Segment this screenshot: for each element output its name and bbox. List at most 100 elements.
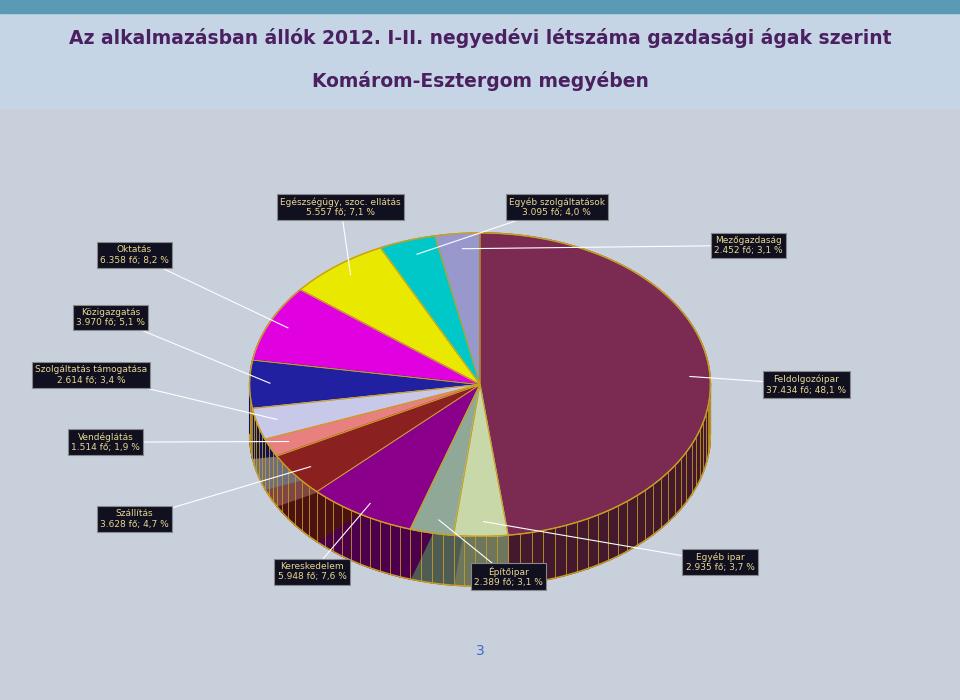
Polygon shape (668, 466, 675, 522)
Polygon shape (543, 528, 555, 580)
Polygon shape (487, 536, 497, 586)
Polygon shape (276, 384, 480, 491)
Polygon shape (317, 384, 480, 529)
Text: Mezőgazdaság
2.452 fő; 3,1 %: Mezőgazdaság 2.452 fő; 3,1 % (714, 236, 783, 255)
Polygon shape (454, 384, 508, 536)
Polygon shape (645, 484, 653, 540)
Polygon shape (259, 427, 262, 483)
Polygon shape (653, 479, 660, 535)
Polygon shape (480, 233, 710, 536)
Polygon shape (370, 518, 379, 571)
Polygon shape (443, 534, 454, 585)
Polygon shape (497, 536, 508, 586)
Polygon shape (588, 514, 598, 568)
Text: Kereskedelem
5.948 fő; 7,6 %: Kereskedelem 5.948 fő; 7,6 % (277, 562, 347, 582)
Polygon shape (703, 414, 706, 472)
Polygon shape (555, 525, 566, 578)
Polygon shape (282, 463, 288, 519)
Polygon shape (309, 486, 317, 542)
Polygon shape (636, 491, 645, 546)
Polygon shape (410, 384, 480, 536)
Polygon shape (686, 444, 691, 502)
Polygon shape (276, 384, 480, 506)
Polygon shape (276, 456, 282, 512)
Polygon shape (465, 536, 475, 586)
Polygon shape (410, 529, 420, 581)
Polygon shape (598, 510, 609, 565)
Polygon shape (273, 451, 276, 506)
Polygon shape (454, 384, 480, 585)
Polygon shape (480, 384, 508, 585)
Polygon shape (696, 430, 700, 487)
Polygon shape (618, 501, 628, 556)
Polygon shape (360, 514, 370, 568)
Polygon shape (399, 527, 410, 579)
Polygon shape (265, 384, 480, 456)
Polygon shape (454, 384, 480, 585)
Polygon shape (508, 534, 520, 585)
Text: Az alkalmazásban állók 2012. I-II. negyedévi létszáma gazdasági ágak szerint: Az alkalmazásban állók 2012. I-II. negye… (69, 28, 891, 48)
Text: Komárom-Esztergom megyében: Komárom-Esztergom megyében (312, 71, 648, 92)
Polygon shape (520, 533, 532, 584)
Polygon shape (480, 384, 508, 585)
Polygon shape (317, 384, 480, 542)
Text: Közigazgatás
3.970 fő; 5,1 %: Közigazgatás 3.970 fő; 5,1 % (76, 308, 145, 327)
Polygon shape (420, 531, 432, 583)
Polygon shape (681, 452, 686, 509)
Polygon shape (410, 384, 480, 579)
Text: 3: 3 (475, 643, 485, 657)
Polygon shape (379, 521, 390, 574)
Polygon shape (700, 422, 703, 480)
Polygon shape (252, 384, 480, 458)
Polygon shape (708, 399, 709, 457)
Text: Egészségügy, szoc. ellátás
5.557 fő; 7,1 %: Egészségügy, szoc. ellátás 5.557 fő; 7,1… (280, 197, 401, 217)
Polygon shape (250, 360, 480, 409)
Polygon shape (301, 481, 309, 536)
Text: Feldolgozóipar
37.434 fő; 48,1 %: Feldolgozóipar 37.434 fő; 48,1 % (766, 374, 847, 395)
Polygon shape (295, 475, 301, 531)
Polygon shape (276, 384, 480, 506)
Polygon shape (454, 536, 465, 586)
Polygon shape (380, 236, 480, 384)
Polygon shape (333, 501, 342, 556)
Polygon shape (265, 384, 480, 489)
Text: Építőipar
2.389 fő; 3,1 %: Építőipar 2.389 fő; 3,1 % (474, 566, 543, 587)
Polygon shape (256, 421, 259, 477)
Polygon shape (252, 409, 254, 465)
Polygon shape (390, 524, 399, 577)
Polygon shape (628, 496, 636, 551)
Polygon shape (254, 415, 256, 471)
Text: Vendéglátás
1.514 fő; 1,9 %: Vendéglátás 1.514 fő; 1,9 % (71, 432, 140, 452)
Polygon shape (350, 510, 360, 564)
Polygon shape (324, 497, 333, 552)
Polygon shape (475, 536, 487, 586)
Text: Szolgáltatás támogatása
2.614 fő; 3,4 %: Szolgáltatás támogatása 2.614 fő; 3,4 % (36, 365, 147, 385)
Polygon shape (300, 248, 480, 384)
Bar (0, 0, 960, 13)
Polygon shape (262, 433, 265, 489)
Polygon shape (252, 384, 480, 440)
Polygon shape (435, 233, 480, 384)
Polygon shape (577, 519, 588, 572)
Polygon shape (265, 384, 480, 489)
Polygon shape (317, 384, 480, 542)
Polygon shape (566, 522, 577, 575)
Polygon shape (288, 469, 295, 525)
Polygon shape (342, 506, 350, 560)
Text: Egyéb ipar
2.935 fő; 3,7 %: Egyéb ipar 2.935 fő; 3,7 % (685, 552, 755, 572)
Polygon shape (252, 290, 480, 384)
Text: Oktatás
6.358 fő; 8,2 %: Oktatás 6.358 fő; 8,2 % (100, 245, 169, 265)
Polygon shape (265, 440, 269, 495)
Polygon shape (706, 407, 708, 465)
Polygon shape (252, 384, 480, 458)
Text: Szállítás
3.628 fő; 4,7 %: Szállítás 3.628 fő; 4,7 % (100, 510, 169, 528)
Text: Egyéb szolgáltatások
3.095 fő; 4,0 %: Egyéb szolgáltatások 3.095 fő; 4,0 % (509, 197, 605, 217)
Polygon shape (532, 531, 543, 582)
Polygon shape (660, 473, 668, 528)
Polygon shape (675, 459, 681, 516)
Polygon shape (410, 384, 480, 579)
Polygon shape (269, 445, 273, 500)
Polygon shape (432, 533, 443, 584)
Polygon shape (691, 438, 696, 495)
Polygon shape (609, 506, 618, 561)
